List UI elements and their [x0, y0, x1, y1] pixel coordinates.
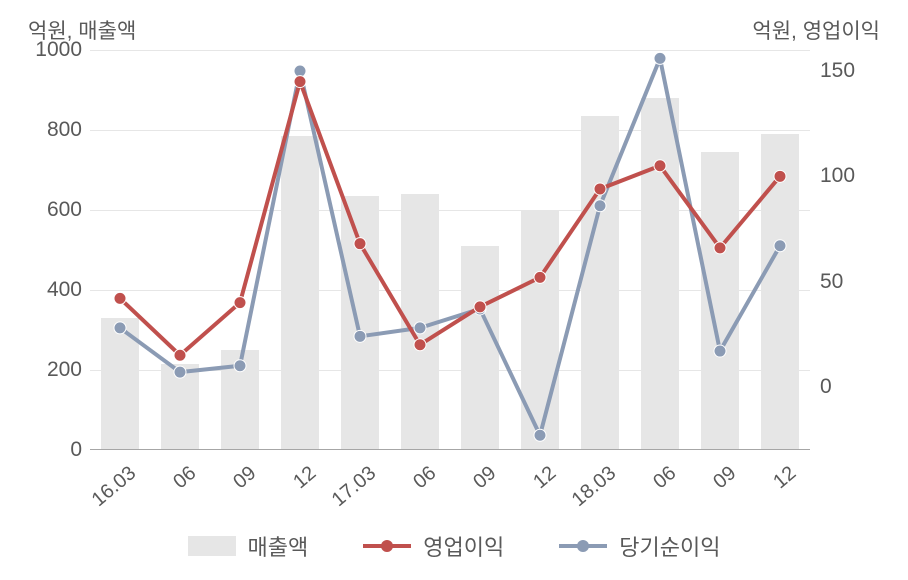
y-tick-right: 50	[820, 270, 880, 294]
line-marker	[474, 301, 486, 313]
line-marker	[234, 360, 246, 372]
line-marker	[354, 330, 366, 342]
x-tick: 09	[229, 462, 261, 494]
line-marker	[594, 183, 606, 195]
line-path	[120, 58, 780, 435]
x-tick: 09	[469, 462, 501, 494]
line-marker	[714, 345, 726, 357]
line-marker	[774, 170, 786, 182]
legend-item-line2: 당기순이익	[559, 530, 720, 562]
y-tick-left: 600	[22, 198, 82, 222]
line-marker	[714, 242, 726, 254]
y-tick-right: 0	[820, 375, 880, 399]
y-axis-right-title: 억원, 영업이익	[752, 15, 880, 45]
x-tick: 12	[529, 462, 561, 494]
x-tick: 16.03	[88, 462, 141, 512]
line-marker	[294, 76, 306, 88]
x-tick: 18.03	[568, 462, 621, 512]
x-tick: 06	[409, 462, 441, 494]
x-tick: 06	[169, 462, 201, 494]
y-tick-left: 800	[22, 118, 82, 142]
line-marker	[354, 238, 366, 250]
y-tick-left: 200	[22, 358, 82, 382]
legend-label-bars: 매출액	[248, 530, 309, 562]
x-tick: 06	[649, 462, 681, 494]
y-tick-left: 1000	[22, 38, 82, 62]
line-marker	[594, 200, 606, 212]
y-tick-left: 0	[22, 438, 82, 462]
line-marker	[114, 322, 126, 334]
line-marker	[654, 160, 666, 172]
legend-swatch-line2	[559, 544, 607, 548]
legend-swatch-line1	[363, 544, 411, 548]
legend-item-line1: 영업이익	[363, 530, 504, 562]
baseline	[90, 449, 810, 450]
legend-label-line2: 당기순이익	[619, 530, 720, 562]
line-marker	[234, 297, 246, 309]
x-tick: 17.03	[328, 462, 381, 512]
legend-label-line1: 영업이익	[423, 530, 504, 562]
line-marker	[534, 429, 546, 441]
y-tick-right: 100	[820, 164, 880, 188]
y-tick-left: 400	[22, 278, 82, 302]
line-marker	[654, 52, 666, 64]
line-marker	[534, 271, 546, 283]
x-tick: 09	[709, 462, 741, 494]
legend: 매출액 영업이익 당기순이익	[0, 530, 908, 562]
x-tick: 12	[289, 462, 321, 494]
chart-container: 억원, 매출액 억원, 영업이익 02004006008001000 05010…	[0, 0, 908, 580]
y-tick-right: 150	[820, 59, 880, 83]
x-tick: 12	[769, 462, 801, 494]
line-path	[120, 82, 780, 356]
line-marker	[414, 322, 426, 334]
lines-svg	[90, 50, 810, 450]
line-marker	[414, 339, 426, 351]
line-marker	[774, 240, 786, 252]
line-marker	[114, 292, 126, 304]
plot-area	[90, 50, 810, 450]
line-marker	[174, 366, 186, 378]
legend-item-bars: 매출액	[188, 530, 309, 562]
line-marker	[174, 349, 186, 361]
legend-swatch-bar	[188, 536, 236, 556]
